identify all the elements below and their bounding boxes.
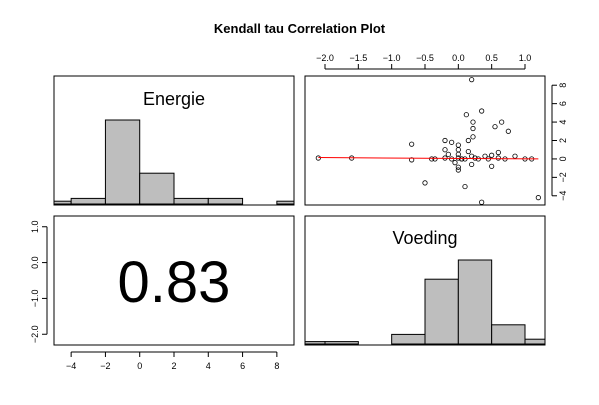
right-axis-tick-label: −2 [558,172,568,182]
panel-top-left-frame [53,75,295,206]
voeding-bar [391,333,426,345]
bottom-axis-tick-label: 4 [206,361,211,371]
right-axis-tick-label: 6 [558,101,568,106]
energie-bar [276,200,295,205]
scatter-point [470,134,476,140]
scatter-point [479,199,485,205]
scatter-point [463,112,469,118]
voeding-bar [324,341,359,345]
energie-bar [173,197,209,205]
scatter-point [445,151,451,157]
top-axis-tick-label: −1.0 [383,53,401,63]
top-axis-tick-label: −2.0 [316,53,334,63]
scatter-point [495,155,501,161]
bottom-axis-tick-label: −2 [100,361,110,371]
scatter-point [535,195,541,201]
top-axis-tick-label: 1.0 [519,53,532,63]
scatter-point [409,141,415,147]
scatter-point [455,167,461,173]
scatter-point [432,156,438,162]
top-axis-tick-label: −0.5 [416,53,434,63]
top-axis-tick-label: −1.5 [349,53,367,63]
energie-bar [104,119,141,205]
energie-label: Energie [143,89,205,109]
scatter-point [465,148,471,155]
voeding-histogram [304,259,546,345]
scatter-point [469,161,475,168]
bottom-axis-tick-label: 8 [274,361,279,371]
voeding-bar [304,341,326,345]
right-axis-tick-label: 8 [558,83,568,88]
scatter-point [469,77,475,83]
right-axis-tick-label: −4 [558,191,568,201]
axes: −4 −2 0 2 4 6 8 −2.0 −1.5 −1.0 −0.5 0.0 0.5 1.0 −4 −2 0 2… [30,53,568,371]
bottom-axis-tick-label: 0 [137,361,142,371]
right-axis-tick-label: 4 [558,120,568,125]
plot-title: Kendall tau Correlation Plot [214,21,386,36]
correlation-value: 0.83 [118,250,231,315]
right-axis-tick-label: 0 [558,156,568,161]
scatter-point [470,125,476,132]
right-axis-tick-label: 2 [558,138,568,143]
scatter-point [442,137,448,144]
scatter-point [462,183,468,190]
scatter-point [422,180,428,186]
scatter-point [495,149,501,156]
voeding-bar [491,324,526,345]
scatter-point [449,139,455,145]
panel-bottom-left-frame [53,215,295,346]
top-axis-tick-label: 0.5 [485,53,498,63]
scatter-point [489,152,495,158]
voeding-bar [424,278,459,345]
scatter-point [455,142,461,148]
scatter-point [492,124,498,130]
voeding-label: Voeding [392,228,457,248]
energie-bar [70,197,106,205]
scatter-point [505,128,511,134]
left-axis-tick-label: −1.0 [30,290,40,308]
scatter-panel [315,77,541,205]
scatter-point [489,163,495,169]
energie-bar [53,200,72,205]
scatter-point [455,164,461,170]
fit-line [318,157,539,160]
left-axis-tick-label: −2.0 [30,325,40,343]
panel-bottom-right-frame [304,215,546,346]
scatter-point [442,147,448,153]
left-axis-tick-label: 0.0 [30,256,40,269]
voeding-bar [457,259,493,345]
scatter-point [472,155,478,161]
top-axis-tick-label: 0.0 [452,53,465,63]
bottom-axis-tick-label: −4 [66,361,76,371]
scatter-point [499,119,505,125]
panel-top-right-frame [304,75,546,206]
scatter-point [465,137,471,144]
energie-bar [139,172,175,205]
bottom-axis-tick-label: 6 [240,361,245,371]
scatter-point [429,156,435,162]
scatter-point [452,160,458,166]
scatter-point [455,147,461,153]
scatter-point [449,156,455,162]
energie-histogram [53,119,295,205]
left-axis-tick-label: 1.0 [30,220,40,233]
voeding-bar [524,338,546,345]
energie-bar [207,197,244,205]
scatter-point [479,108,485,114]
scatter-point [512,153,518,159]
bottom-axis-tick-label: 2 [171,361,176,371]
scatter-point [470,119,476,125]
